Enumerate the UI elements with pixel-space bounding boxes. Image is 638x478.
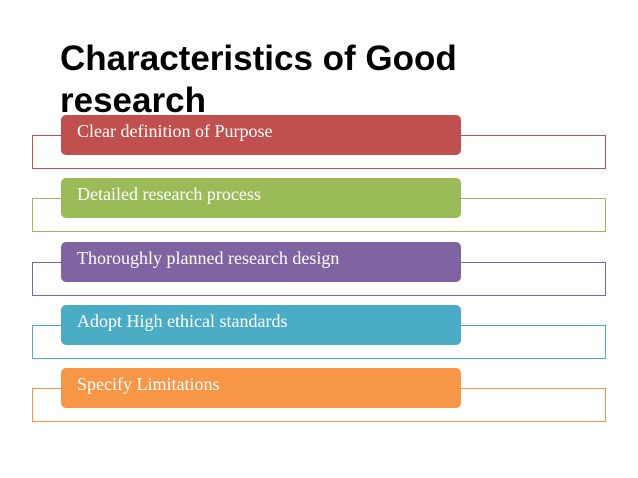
item-label: Thoroughly planned research design bbox=[77, 248, 340, 268]
item-bar: Specify Limitations bbox=[61, 368, 461, 408]
item-label: Adopt High ethical standards bbox=[77, 311, 288, 331]
item-bar: Adopt High ethical standards bbox=[61, 305, 461, 345]
item-label: Clear definition of Purpose bbox=[77, 121, 273, 141]
slide-title: Characteristics of Good research bbox=[60, 39, 457, 120]
item-label: Specify Limitations bbox=[77, 374, 220, 394]
item-bar: Thoroughly planned research design bbox=[61, 242, 461, 282]
item-label: Detailed research process bbox=[77, 184, 261, 204]
item-bar: Clear definition of Purpose bbox=[61, 115, 461, 155]
item-bar: Detailed research process bbox=[61, 178, 461, 218]
